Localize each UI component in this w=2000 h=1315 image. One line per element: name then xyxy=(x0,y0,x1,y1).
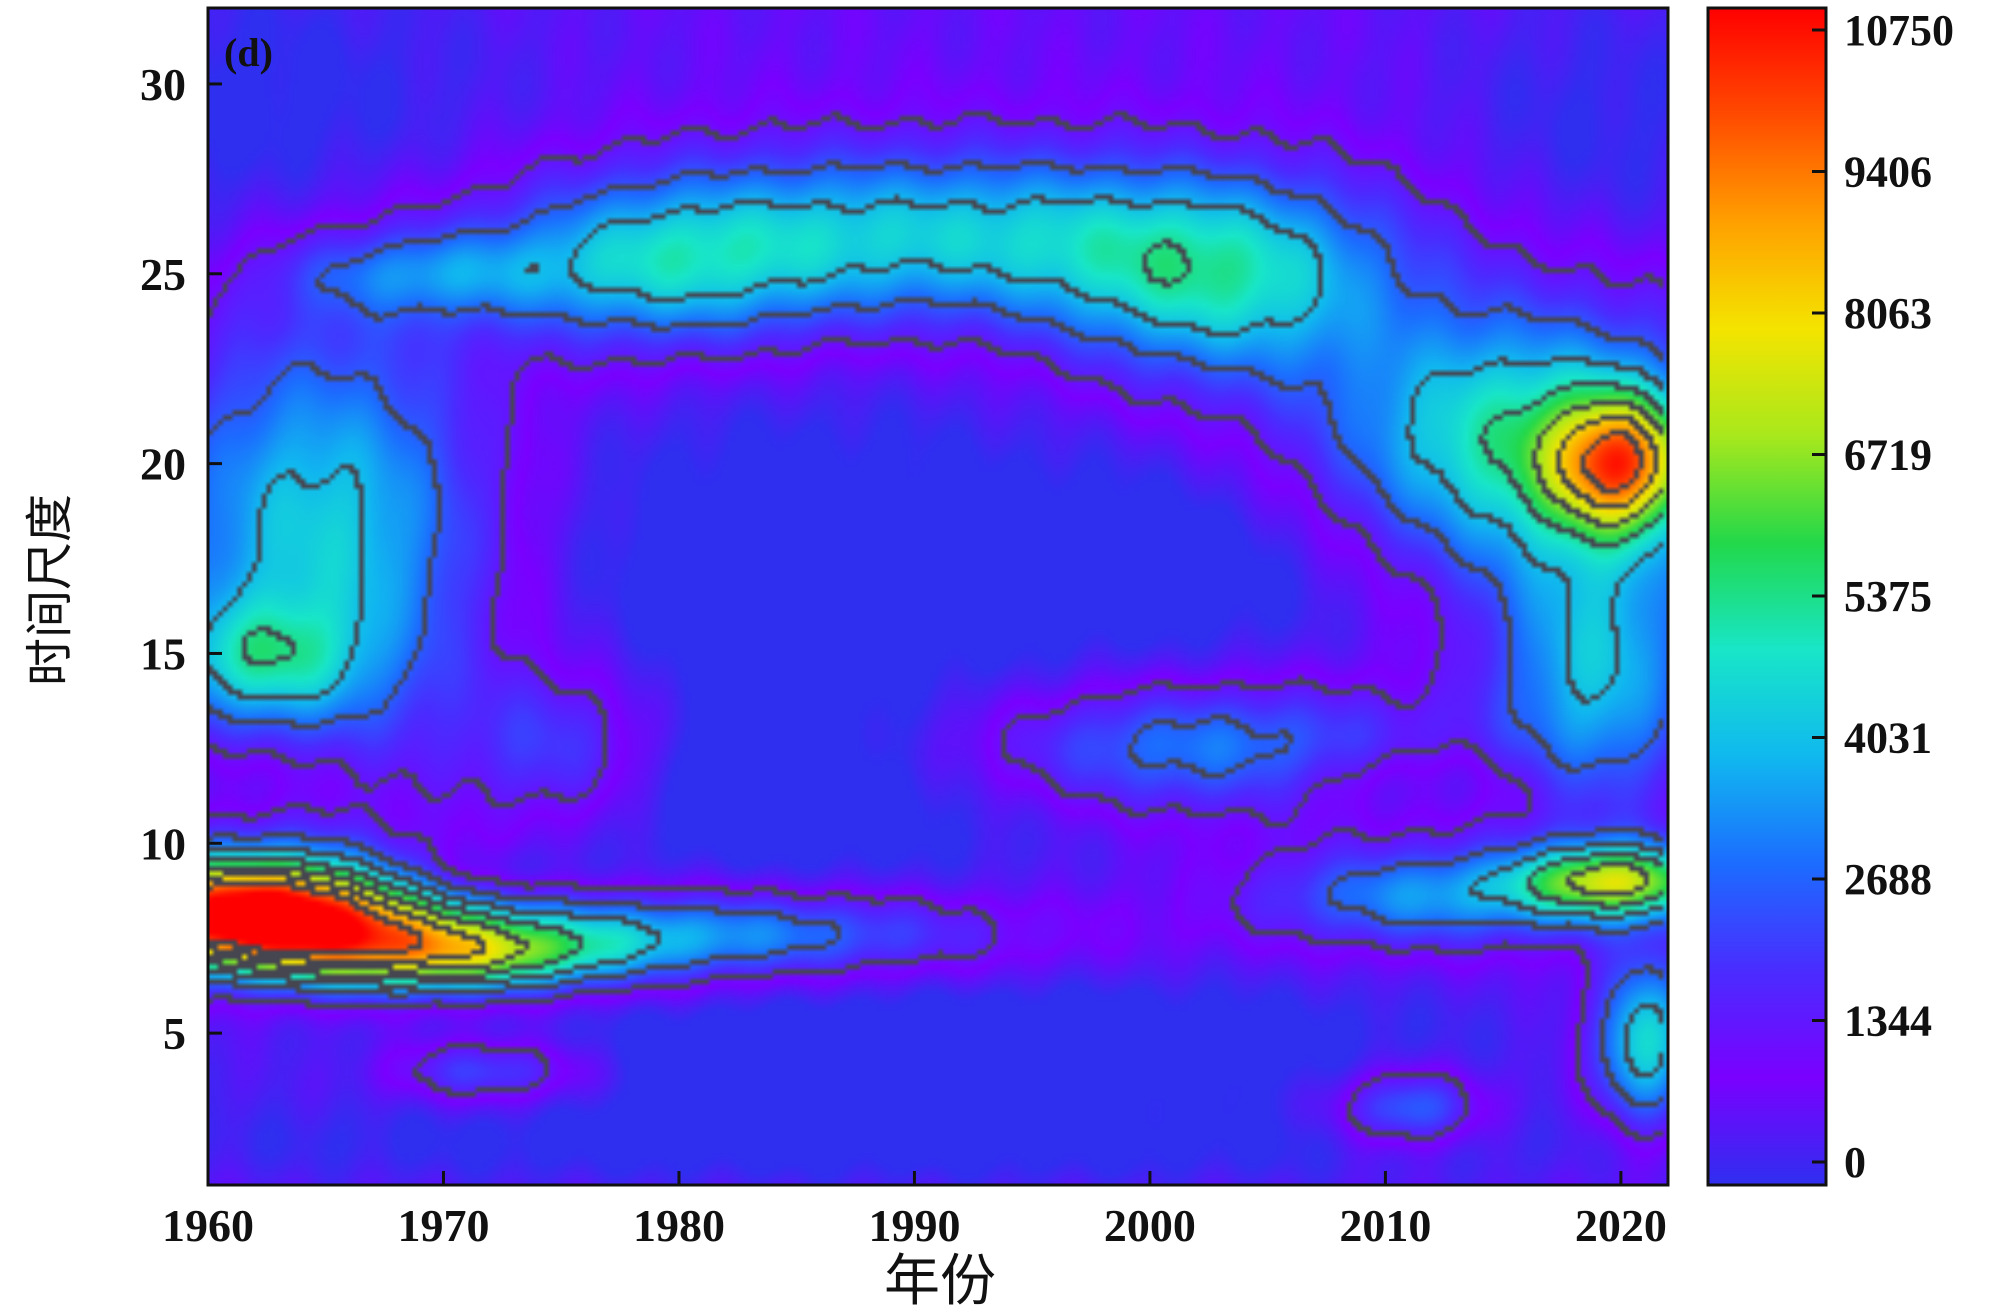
y-axis: 5 10 15 20 25 30 xyxy=(140,59,222,1059)
x-tick-label: 1980 xyxy=(633,1200,725,1251)
colorbar: 0 1344 2688 4031 5375 6719 8063 9406 10750 xyxy=(1706,6,1954,1187)
colorbar-gradient xyxy=(1706,6,1828,1187)
colorbar-ticks: 0 1344 2688 4031 5375 6719 8063 9406 10750 xyxy=(1812,6,1954,1187)
panel-label: (d) xyxy=(224,30,273,75)
x-axis-title: 年份 xyxy=(884,1249,996,1314)
x-tick-label: 2020 xyxy=(1575,1200,1667,1251)
y-tick-label: 30 xyxy=(140,59,186,110)
colorbar-tick-label: 0 xyxy=(1844,1138,1866,1187)
heatmap-surface xyxy=(208,8,1668,1185)
colorbar-tick-label: 5375 xyxy=(1844,572,1932,621)
x-axis: 1960 1970 1980 1990 2000 2010 2020 xyxy=(162,1171,1667,1251)
colorbar-tick-label: 8063 xyxy=(1844,289,1932,338)
x-tick-label: 1960 xyxy=(162,1200,254,1251)
x-tick-label: 2010 xyxy=(1339,1200,1431,1251)
plot-frame xyxy=(206,6,1670,1187)
x-tick-label: 1970 xyxy=(397,1200,489,1251)
y-tick-label: 10 xyxy=(140,818,186,869)
plot-area: 1960 1970 1980 1990 2000 2010 2020 5 10 15 20 25 30 xyxy=(140,6,1670,1251)
x-tick-label: 1990 xyxy=(868,1200,960,1251)
colorbar-tick-label: 9406 xyxy=(1844,148,1932,197)
colorbar-tick-label: 2688 xyxy=(1844,855,1932,904)
colorbar-tick-label: 6719 xyxy=(1844,431,1932,480)
y-axis-title: 时间尺度 xyxy=(22,494,78,686)
colorbar-tick-label: 1344 xyxy=(1844,997,1932,1046)
y-tick-label: 15 xyxy=(140,628,186,679)
colorbar-tick-label: 4031 xyxy=(1844,714,1932,763)
y-tick-label: 25 xyxy=(140,249,186,300)
colorbar-tick-label: 10750 xyxy=(1844,6,1954,55)
y-tick-label: 5 xyxy=(163,1008,186,1059)
x-tick-label: 2000 xyxy=(1104,1200,1196,1251)
y-tick-label: 20 xyxy=(140,439,186,490)
